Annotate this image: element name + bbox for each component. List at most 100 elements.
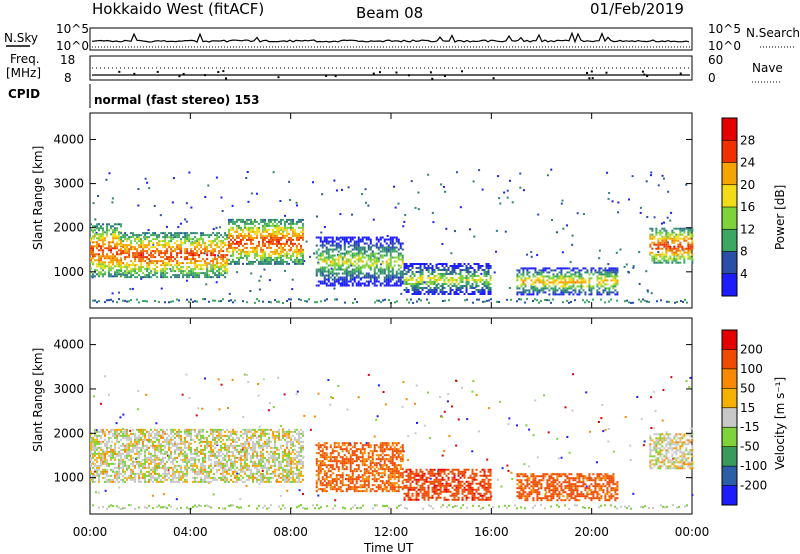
echo-cell bbox=[126, 264, 128, 266]
echo-dot bbox=[506, 507, 508, 509]
echo-cell bbox=[130, 443, 132, 445]
echo-cell bbox=[542, 281, 544, 283]
echo-cell bbox=[338, 261, 340, 263]
echo-cell bbox=[392, 285, 394, 287]
echo-cell bbox=[669, 256, 671, 258]
echo-cell bbox=[134, 234, 136, 236]
echo-cell bbox=[118, 455, 120, 457]
echo-cell bbox=[170, 236, 172, 238]
echo-cell bbox=[148, 471, 150, 473]
echo-dot bbox=[566, 224, 568, 226]
echo-cell bbox=[608, 267, 610, 269]
echo-dot bbox=[624, 506, 626, 508]
echo-cell bbox=[124, 246, 126, 248]
echo-cell bbox=[116, 467, 118, 469]
echo-cell bbox=[554, 279, 556, 281]
echo-cell bbox=[300, 231, 302, 233]
echo-cell bbox=[160, 479, 162, 481]
echo-cell bbox=[244, 227, 246, 229]
echo-dot bbox=[482, 189, 484, 191]
echo-dot bbox=[256, 508, 258, 510]
echo-dot bbox=[540, 504, 542, 506]
echo-cell bbox=[661, 244, 663, 246]
echo-cell bbox=[340, 247, 342, 249]
echo-cell bbox=[282, 231, 284, 233]
echo-cell bbox=[120, 225, 122, 227]
echo-dot bbox=[627, 271, 629, 273]
echo-cell bbox=[212, 254, 214, 256]
echo-cell bbox=[128, 455, 130, 457]
echo-cell bbox=[130, 449, 132, 451]
echo-cell bbox=[362, 277, 364, 279]
echo-cell bbox=[264, 229, 266, 231]
echo-cell bbox=[683, 228, 685, 230]
echo-cell bbox=[228, 247, 230, 249]
echo-cell bbox=[114, 467, 116, 469]
echo-cell bbox=[288, 257, 290, 259]
echo-cell bbox=[368, 247, 370, 249]
echo-cell bbox=[340, 285, 342, 287]
echo-cell bbox=[612, 277, 614, 279]
echo-cell bbox=[280, 253, 282, 255]
echo-cell bbox=[186, 248, 188, 250]
echo-dot bbox=[105, 179, 107, 181]
echo-cell bbox=[584, 267, 586, 269]
echo-dot bbox=[507, 423, 509, 425]
echo-cell bbox=[366, 239, 368, 241]
echo-cell bbox=[673, 252, 675, 254]
echo-cell bbox=[146, 258, 148, 260]
echo-cell bbox=[174, 429, 176, 431]
echo-dot bbox=[600, 417, 602, 419]
echo-dot bbox=[531, 256, 533, 258]
echo-dot bbox=[625, 416, 627, 418]
echo-cell bbox=[334, 269, 336, 271]
echo-cell bbox=[364, 277, 366, 279]
echo-cell bbox=[112, 263, 114, 265]
echo-cell bbox=[661, 256, 663, 258]
echo-cell bbox=[428, 277, 430, 279]
echo-cell bbox=[406, 267, 408, 269]
echo-cell bbox=[564, 275, 566, 277]
echo-cell bbox=[174, 276, 176, 278]
echo-cell bbox=[136, 473, 138, 475]
echo-cell bbox=[172, 234, 174, 236]
echo-dot bbox=[456, 171, 458, 173]
echo-cell bbox=[142, 254, 144, 256]
echo-cell bbox=[114, 475, 116, 477]
echo-cell bbox=[162, 431, 164, 433]
echo-cell bbox=[180, 232, 182, 234]
echo-cell bbox=[328, 269, 330, 271]
echo-cell bbox=[142, 242, 144, 244]
echo-cell bbox=[256, 255, 258, 257]
echo-cell bbox=[188, 266, 190, 268]
echo-cell bbox=[196, 272, 198, 274]
echo-cell bbox=[228, 259, 230, 261]
echo-cell bbox=[148, 242, 150, 244]
echo-dot bbox=[196, 414, 198, 416]
echo-cell bbox=[436, 287, 438, 289]
echo-cell bbox=[158, 240, 160, 242]
echo-cell bbox=[170, 246, 172, 248]
echo-cell bbox=[150, 459, 152, 461]
echo-cell bbox=[346, 281, 348, 283]
echo-cell bbox=[402, 263, 404, 265]
echo-cell bbox=[418, 287, 420, 289]
echo-cell bbox=[430, 289, 432, 291]
echo-cell bbox=[400, 267, 402, 269]
echo-cell bbox=[212, 240, 214, 242]
echo-cell bbox=[170, 276, 172, 278]
echo-cell bbox=[118, 271, 120, 273]
echo-cell bbox=[484, 269, 486, 271]
echo-cell bbox=[402, 261, 404, 263]
echo-cell bbox=[258, 255, 260, 257]
echo-cell bbox=[454, 285, 456, 287]
echo-cell bbox=[282, 229, 284, 231]
echo-cell bbox=[398, 253, 400, 255]
echo-cell bbox=[104, 255, 106, 257]
echo-cell bbox=[240, 229, 242, 231]
echo-cell bbox=[92, 241, 94, 243]
echo-cell bbox=[332, 285, 334, 287]
echo-cell bbox=[388, 251, 390, 253]
echo-dot bbox=[284, 393, 286, 395]
echo-cell bbox=[370, 243, 372, 245]
